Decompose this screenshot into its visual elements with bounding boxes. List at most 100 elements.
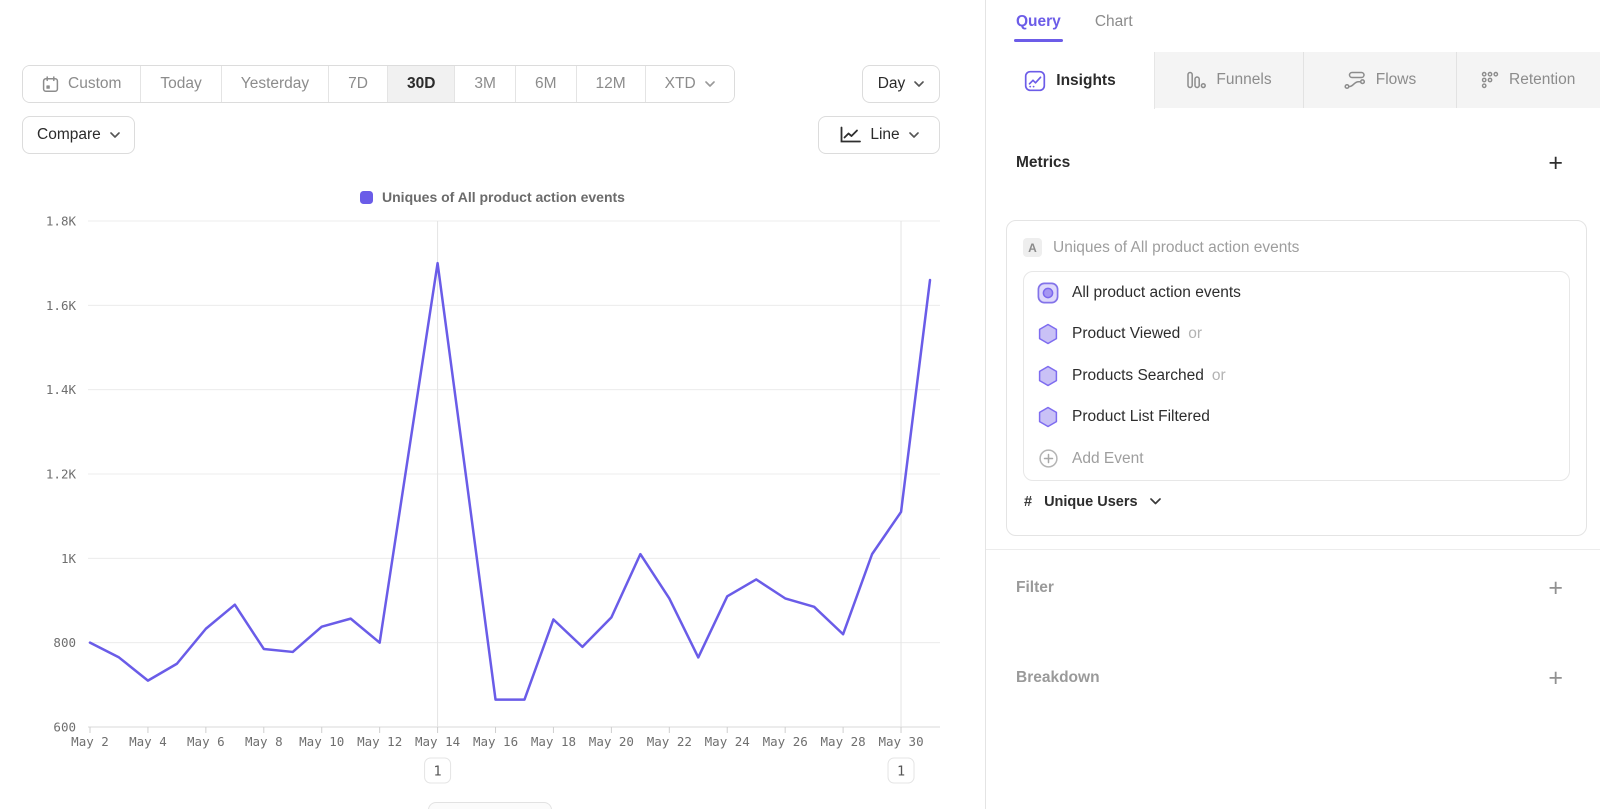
add-breakdown-button[interactable]: +: [1548, 664, 1563, 692]
event-row-products-searched[interactable]: Products Searched or: [1024, 355, 1569, 397]
chevron-down-icon: [914, 81, 925, 87]
annotation-badge[interactable]: 1: [424, 757, 452, 784]
hexagon-event-icon: [1037, 406, 1059, 428]
event-operator: or: [1188, 325, 1203, 343]
x-axis-label: May 28: [821, 734, 866, 749]
y-axis-label: 600: [53, 720, 76, 735]
event-label: All product action events: [1072, 283, 1241, 301]
x-axis-label: May 12: [357, 734, 402, 749]
hexagon-event-icon: [1037, 323, 1059, 345]
svg-text:1: 1: [897, 764, 905, 780]
calendar-icon: [42, 75, 59, 93]
date-range-7d[interactable]: 7D: [329, 66, 388, 102]
event-operator: or: [1211, 366, 1226, 384]
retention-icon: [1481, 71, 1499, 89]
metrics-header: Metrics +: [1016, 149, 1563, 177]
legend-swatch: [360, 190, 374, 204]
date-range-yesterday[interactable]: Yesterday: [221, 66, 330, 102]
tab-chart[interactable]: Chart: [1094, 13, 1133, 30]
all-events-icon: [1037, 282, 1059, 304]
timeline-scroller-partial: [428, 802, 552, 809]
filter-section: Filter +: [1016, 574, 1563, 602]
metric-title: Uniques of All product action events: [1053, 238, 1300, 256]
event-row-product-list-filtered[interactable]: Product List Filtered: [1024, 397, 1569, 439]
date-range-label: Custom: [68, 75, 122, 92]
x-axis-label: May 10: [299, 734, 344, 749]
x-axis-label: May 16: [473, 734, 518, 749]
add-event-label: Add Event: [1072, 449, 1144, 467]
query-panel: Query Chart Insights Funnels Flows: [985, 0, 1600, 809]
chart-panel: Custom Today Yesterday 7D 30D 3M 6M 12M …: [0, 65, 985, 809]
funnels-icon: [1186, 71, 1207, 90]
y-axis-label: 1.2K: [46, 467, 77, 482]
y-axis-label: 1K: [61, 551, 77, 566]
x-axis-label: May 24: [705, 734, 750, 749]
add-event-button[interactable]: Add Event: [1024, 438, 1569, 480]
y-axis-label: 1.6K: [46, 298, 77, 313]
metrics-title: Metrics: [1016, 154, 1071, 171]
chart-type-dropdown[interactable]: Line: [818, 116, 940, 154]
event-label: Product Viewed: [1072, 325, 1181, 343]
chart-legend: Uniques of All product action events: [0, 189, 985, 205]
metric-letter-badge: A: [1023, 238, 1042, 257]
chevron-down-icon: [109, 132, 120, 138]
annotation-badge[interactable]: 1: [887, 757, 915, 784]
trend-chart: 1.8K 1.6K 1.4K 1.2K 1K 800 600 1 1 May 2 May 4 May …: [46, 214, 940, 784]
x-axis-label: May 4: [129, 734, 167, 749]
trend-line: [88, 261, 932, 701]
line-chart-icon: [839, 126, 862, 144]
y-axis-label: 800: [53, 635, 76, 650]
event-list: All product action events Product Viewed…: [1023, 271, 1570, 481]
breakdown-section: Breakdown +: [1016, 664, 1563, 692]
section-divider: [986, 549, 1600, 550]
date-range-custom[interactable]: Custom: [23, 66, 142, 102]
x-axis-label: May 14: [415, 734, 460, 749]
x-axis-label: May 18: [531, 734, 576, 749]
chevron-down-icon: [908, 132, 919, 138]
report-type-tabs: Insights Funnels Flows Retention: [986, 52, 1600, 109]
date-range-xtd[interactable]: XTD: [645, 66, 734, 102]
event-row-product-viewed[interactable]: Product Viewed or: [1024, 314, 1569, 356]
chevron-down-icon: [1149, 498, 1161, 505]
tab-label: Insights: [1056, 71, 1116, 89]
y-axis-label: 1.4K: [46, 382, 77, 397]
event-row-all-product-action-events[interactable]: All product action events: [1024, 272, 1569, 314]
hexagon-event-icon: [1037, 365, 1059, 387]
tab-query[interactable]: Query: [1014, 13, 1063, 42]
insights-icon: [1024, 70, 1046, 92]
measure-selector[interactable]: # Unique Users: [1007, 481, 1586, 510]
date-range-3m[interactable]: 3M: [455, 66, 516, 102]
date-range-12m[interactable]: 12M: [576, 66, 646, 102]
metric-card-header[interactable]: A Uniques of All product action events: [1007, 221, 1586, 257]
chevron-down-icon: [704, 81, 715, 87]
x-axis-label: May 26: [763, 734, 808, 749]
svg-text:1: 1: [434, 764, 442, 780]
tab-flows[interactable]: Flows: [1303, 52, 1456, 108]
date-range-6m[interactable]: 6M: [515, 66, 577, 102]
y-axis-label: 1.8K: [46, 214, 77, 229]
legend-label: Uniques of All product action events: [382, 189, 625, 205]
panel-tabs: Query Chart: [1014, 13, 1133, 42]
metric-card: A Uniques of All product action events A…: [1006, 220, 1587, 536]
filter-title: Filter: [1016, 579, 1054, 596]
granularity-dropdown[interactable]: Day: [862, 65, 940, 103]
add-metric-button[interactable]: +: [1548, 149, 1563, 177]
add-filter-button[interactable]: +: [1548, 574, 1563, 602]
x-axis-label: May 2: [71, 734, 109, 749]
tab-retention[interactable]: Retention: [1456, 52, 1600, 108]
event-label: Products Searched: [1072, 366, 1204, 384]
date-range-control: Custom Today Yesterday 7D 30D 3M 6M 12M …: [22, 65, 735, 103]
date-range-today[interactable]: Today: [141, 66, 222, 102]
tab-insights[interactable]: Insights: [986, 52, 1155, 109]
measure-label: Unique Users: [1044, 493, 1138, 510]
tab-label: Funnels: [1216, 71, 1272, 88]
x-axis-label: May 8: [245, 734, 283, 749]
x-axis-label: May 6: [187, 734, 225, 749]
number-icon: #: [1024, 493, 1033, 510]
flows-icon: [1344, 71, 1366, 90]
compare-dropdown[interactable]: Compare: [22, 116, 135, 154]
add-circle-icon: [1037, 448, 1059, 469]
date-range-30d[interactable]: 30D: [387, 66, 456, 102]
tab-funnels[interactable]: Funnels: [1155, 52, 1303, 108]
